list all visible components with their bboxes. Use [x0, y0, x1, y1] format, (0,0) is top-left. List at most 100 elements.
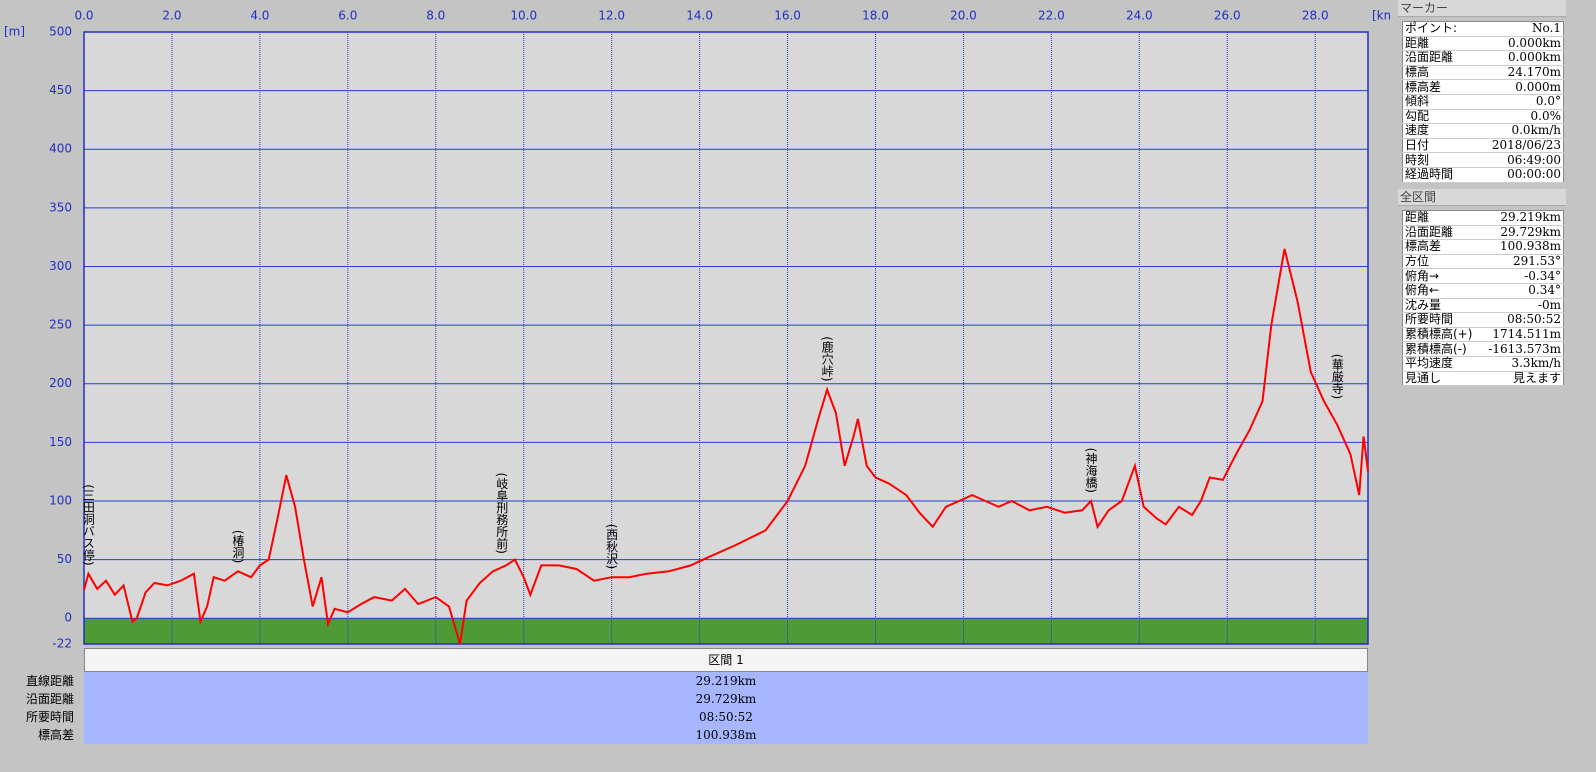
panel-row: 速度 0.0km/h: [1402, 123, 1564, 139]
panel-row: 標高差 0.000m: [1402, 79, 1564, 95]
field-value: 08:50:52: [1480, 312, 1564, 328]
segment-value: 100.938m: [84, 726, 1368, 744]
field-label: 速度: [1402, 123, 1473, 139]
place-label: (椿洞): [231, 530, 245, 563]
field-label: 平均速度: [1402, 356, 1481, 372]
panel-title: 全区間: [1398, 189, 1566, 206]
field-label: 傾斜: [1402, 94, 1473, 110]
field-label: 標高差: [1402, 239, 1481, 255]
place-label: (神海橋): [1084, 448, 1098, 493]
x-tick-label: 22.0: [1038, 9, 1065, 23]
segment-label: 沿面距離: [25, 692, 74, 706]
x-tick-label: 4.0: [250, 9, 269, 23]
field-label: 俯角→: [1402, 268, 1481, 284]
x-tick-label: 6.0: [338, 9, 357, 23]
x-tick-label: 10.0: [510, 9, 537, 23]
field-label: 勾配: [1402, 109, 1473, 125]
segment-value: 29.729km: [84, 690, 1368, 708]
field-value: 06:49:00: [1472, 152, 1564, 168]
y-unit-label: [m]: [4, 25, 25, 39]
segment-row: 沿面距離 29.729km: [0, 690, 1370, 708]
panel-row: 方位 291.53°: [1402, 254, 1564, 270]
panel-row: 平均速度 3.3km/h: [1402, 356, 1564, 372]
panel-row: 距離 0.000km: [1402, 36, 1564, 52]
field-value: 0.000km: [1472, 36, 1564, 52]
x-tick-label: 26.0: [1214, 9, 1241, 23]
total-panel: 全区間距離 29.219km 沿面距離 29.729km 標高差 100.938m 方位 29…: [1398, 189, 1566, 387]
place-label: (三田洞バス停): [81, 484, 95, 565]
x-tick-label: 24.0: [1126, 9, 1153, 23]
segment-label: 標高差: [37, 728, 74, 742]
field-value: 0.34°: [1480, 283, 1564, 299]
field-value: 0.0%: [1472, 109, 1564, 125]
panel-row: 沿面距離 29.729km: [1402, 225, 1564, 241]
x-tick-label: 2.0: [162, 9, 181, 23]
panel-row: 見通し 見えます: [1402, 371, 1564, 387]
field-label: 沿面距離: [1402, 225, 1481, 241]
segment-label: 直線距離: [25, 674, 74, 688]
panel-row: 傾斜 0.0°: [1402, 94, 1564, 110]
place-label: (岐阜刑務所前): [495, 473, 509, 554]
y-tick-label: 500: [49, 25, 72, 39]
field-value: 2018/06/23: [1472, 138, 1564, 154]
y-tick-label: -22: [52, 637, 72, 649]
panel-row: 累積標高(+) 1714.511m: [1402, 327, 1564, 343]
segment-row: 直線距離 29.219km: [0, 672, 1370, 690]
y-tick-label: 250: [49, 318, 72, 332]
marker-panel: マーカー ポイント: No.1 距離 0.000km 沿面距離 0.000km 標高 24.17…: [1398, 0, 1566, 183]
x-tick-label: 0.0: [74, 9, 93, 23]
field-value: No.1: [1472, 21, 1564, 37]
panel-row: 標高 24.170m: [1402, 65, 1564, 81]
field-value: -0m: [1480, 298, 1564, 314]
field-label: 日付: [1402, 138, 1473, 154]
field-value: 0.0km/h: [1472, 123, 1564, 139]
panel-row: 時刻 06:49:00: [1402, 152, 1564, 168]
field-label: ポイント:: [1402, 21, 1473, 37]
panel-row: 俯角→ -0.34°: [1402, 268, 1564, 284]
field-label: 標高差: [1402, 79, 1473, 95]
x-tick-label: 16.0: [774, 9, 801, 23]
field-value: -1613.573m: [1480, 341, 1564, 357]
field-value: 1714.511m: [1480, 327, 1564, 343]
y-tick-label: 100: [49, 493, 72, 507]
field-value: 291.53°: [1480, 254, 1564, 270]
panel-row: 沿面距離 0.000km: [1402, 50, 1564, 66]
x-tick-label: 14.0: [686, 9, 713, 23]
y-tick-label: 50: [57, 552, 72, 566]
segment-label: 所要時間: [25, 710, 74, 724]
x-tick-label: 8.0: [426, 9, 445, 23]
x-tick-label: 18.0: [862, 9, 889, 23]
place-label: (華厳寺): [1330, 354, 1344, 399]
field-value: 0.000m: [1472, 79, 1564, 95]
field-label: 方位: [1402, 254, 1481, 270]
panel-row: 沈み量 -0m: [1402, 298, 1564, 314]
field-label: 沿面距離: [1402, 50, 1473, 66]
panel-row: 累積標高(-) -1613.573m: [1402, 341, 1564, 357]
plot-area: [84, 32, 1368, 644]
x-tick-label: 28.0: [1302, 9, 1329, 23]
y-tick-label: 450: [49, 83, 72, 97]
field-label: 累積標高(-): [1402, 341, 1481, 357]
panel-row: ポイント: No.1: [1402, 21, 1564, 37]
elevation-chart: [m] [km] -22 0 50 100 150 200 250 300 350 400 450 5…: [4, 9, 1390, 649]
field-label: 累積標高(+): [1402, 327, 1481, 343]
field-value: 0.0°: [1472, 94, 1564, 110]
segment-value: 29.219km: [84, 672, 1368, 690]
field-label: 沈み量: [1402, 298, 1481, 314]
panel-row: 勾配 0.0%: [1402, 109, 1564, 125]
panel-title: マーカー: [1398, 0, 1566, 17]
field-label: 距離: [1402, 210, 1481, 226]
elevation-line: [83, 248, 1369, 645]
ground: [84, 618, 1368, 644]
place-label: (鹿穴峠): [820, 336, 834, 381]
field-value: 29.729km: [1480, 225, 1564, 241]
y-tick-label: 400: [49, 142, 72, 156]
field-label: 距離: [1402, 36, 1473, 52]
place-label: (西秋沢): [605, 524, 619, 569]
field-value: 3.3km/h: [1480, 356, 1564, 372]
panel-row: 経過時間 00:00:00: [1402, 167, 1564, 183]
x-tick-label: 20.0: [950, 9, 977, 23]
panel-table: 距離 29.219km 沿面距離 29.729km 標高差 100.938m 方位 291.5…: [1402, 210, 1564, 387]
field-label: 時刻: [1402, 152, 1473, 168]
